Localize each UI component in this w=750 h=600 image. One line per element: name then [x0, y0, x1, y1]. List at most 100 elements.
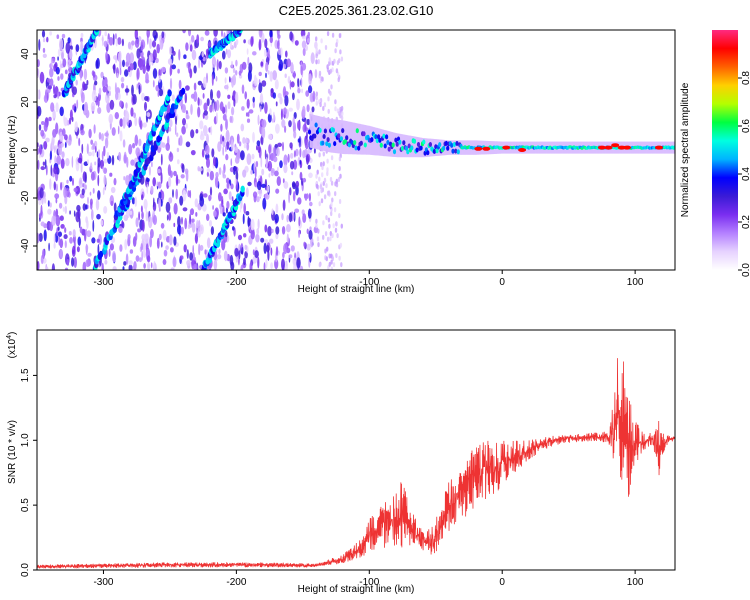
band-core [331, 127, 335, 133]
noise-blob [39, 187, 44, 199]
noise-blob [161, 66, 166, 73]
noise-blob [289, 79, 292, 90]
noise-blob [115, 38, 118, 47]
noise-blob [156, 43, 160, 54]
band-core [387, 146, 391, 152]
noise-blob [65, 42, 71, 54]
noise-blob [254, 166, 257, 178]
noise-blob [203, 125, 208, 137]
noise-blob [157, 181, 162, 189]
noise-blob [240, 264, 244, 270]
noise-blob [87, 196, 89, 205]
noise-blob [307, 208, 312, 219]
noise-blob [231, 76, 235, 88]
noise-blob [304, 193, 308, 201]
noise-blob [246, 48, 249, 55]
band-halo [413, 136, 416, 158]
noise-blob [216, 59, 219, 71]
noise-blob [302, 105, 306, 116]
noise-blob [339, 106, 342, 112]
band-halo [458, 140, 460, 155]
noise-blob [92, 71, 96, 78]
noise-blob [153, 197, 155, 208]
noise-blob [339, 173, 342, 179]
noise-blob [222, 212, 226, 217]
noise-blob [298, 230, 301, 238]
noise-blob [142, 246, 146, 258]
noise-blob [179, 255, 184, 260]
noise-blob [82, 81, 86, 91]
band-core [326, 137, 330, 143]
noise-blob [261, 80, 267, 87]
noise-blob [296, 257, 301, 269]
noise-blob [42, 47, 46, 53]
noise-blob [42, 53, 47, 58]
noise-blob [60, 158, 65, 169]
noise-blob [97, 190, 101, 200]
noise-blob [247, 70, 252, 82]
noise-blob [75, 44, 80, 52]
noise-blob [115, 56, 117, 64]
band-peak [482, 146, 491, 151]
noise-blob [286, 214, 289, 223]
noise-blob [252, 51, 257, 56]
noise-blob [182, 207, 188, 212]
noise-blob [315, 95, 318, 101]
noise-blob [248, 109, 254, 114]
snr-x-tick-label: -200 [226, 577, 246, 588]
noise-blob [306, 228, 309, 235]
noise-blob [326, 64, 329, 70]
noise-blob [162, 259, 167, 265]
noise-blob [55, 66, 60, 75]
spectrogram-y-tick-label: 40 [20, 48, 31, 60]
band-core [325, 141, 329, 147]
noise-blob [148, 216, 153, 229]
noise-blob [190, 93, 195, 99]
noise-blob [62, 58, 67, 68]
noise-blob [246, 118, 251, 123]
noise-blob [116, 72, 119, 79]
noise-blob [330, 211, 333, 217]
noise-blob [37, 59, 40, 68]
noise-blob [159, 39, 164, 50]
noise-blob [84, 184, 87, 190]
noise-blob [92, 220, 95, 232]
noise-blob [156, 237, 160, 249]
noise-blob [134, 38, 140, 49]
noise-blob [50, 58, 53, 69]
noise-blob [197, 97, 200, 106]
noise-blob [240, 150, 245, 161]
noise-blob [338, 199, 342, 204]
noise-blob [315, 53, 318, 59]
noise-blob [154, 35, 157, 42]
noise-blob [76, 246, 80, 253]
noise-blob [334, 191, 337, 197]
colorbar: 0.0 0.2 0.4 0.6 0.8 Normalized spectral ampl… [680, 30, 750, 277]
noise-blob [264, 48, 267, 58]
noise-blob [338, 255, 341, 261]
snr-x-label: Height of straight line (km) [298, 584, 415, 595]
spectrogram-x-tick-label: -200 [226, 277, 246, 288]
noise-blob [199, 244, 204, 251]
noise-blob [202, 93, 205, 99]
band-core [432, 149, 436, 154]
noise-blob [212, 102, 215, 113]
noise-blob [295, 185, 299, 196]
band-core [357, 145, 361, 151]
noise-blob [215, 171, 219, 178]
noise-blob [336, 60, 340, 66]
band-core [412, 138, 417, 144]
noise-blob [334, 227, 338, 233]
noise-blob [246, 98, 250, 109]
noise-blob [243, 39, 246, 44]
noise-blob [158, 88, 164, 97]
noise-blob [252, 101, 255, 109]
noise-blob [320, 198, 324, 204]
noise-blob [279, 160, 283, 169]
noise-blob [98, 149, 100, 159]
noise-blob [266, 158, 269, 166]
snr-y-tick-label: 1.0 [20, 433, 31, 447]
noise-blob [301, 40, 307, 49]
band-peak [518, 148, 527, 152]
